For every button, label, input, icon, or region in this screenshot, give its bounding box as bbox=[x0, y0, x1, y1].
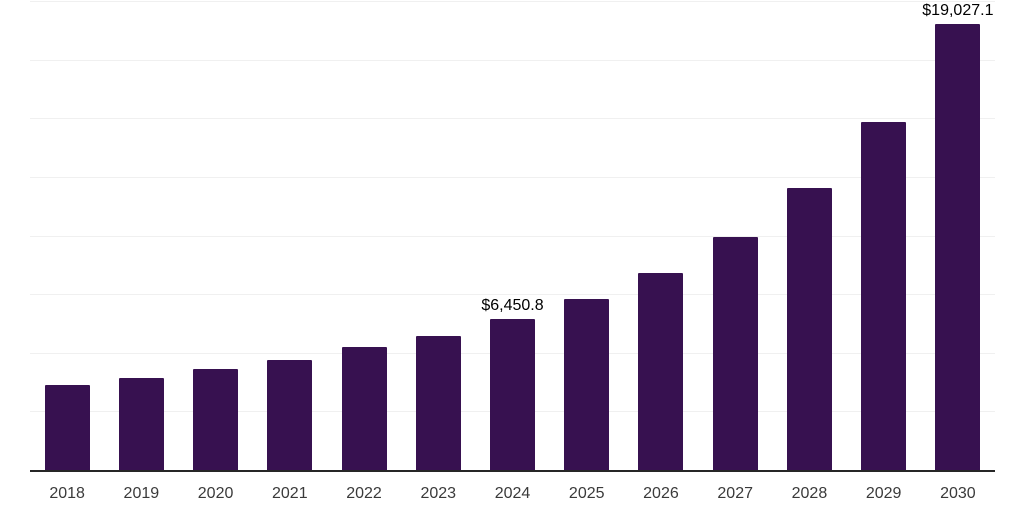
x-axis-label-2018: 2018 bbox=[49, 485, 85, 502]
gridline-7500 bbox=[30, 294, 995, 296]
bar-2019 bbox=[118, 377, 164, 470]
bar-2020 bbox=[193, 368, 239, 470]
x-axis-label-2027: 2027 bbox=[717, 485, 753, 502]
x-axis-label-2029: 2029 bbox=[865, 485, 902, 502]
data-label-2024: $6,450.8 bbox=[481, 296, 544, 314]
bar-2023 bbox=[415, 335, 461, 470]
x-axis-label-2019: 2019 bbox=[123, 485, 160, 502]
x-axis-label-2026: 2026 bbox=[643, 485, 679, 502]
plot-area bbox=[30, 0, 995, 472]
bar-2028 bbox=[786, 188, 832, 470]
gridline-20000 bbox=[30, 1, 995, 2]
bar-2026 bbox=[638, 273, 684, 470]
x-axis-label-2021: 2021 bbox=[272, 485, 308, 502]
data-label-2030: $19,027.1 bbox=[922, 2, 994, 19]
x-axis-line bbox=[30, 470, 995, 472]
x-axis-label-2020: 2020 bbox=[197, 485, 234, 502]
bar-2029 bbox=[861, 121, 907, 470]
bar-2025 bbox=[564, 298, 610, 470]
x-axis-label-2028: 2028 bbox=[791, 485, 828, 502]
x-axis-label-2024: 2024 bbox=[494, 485, 531, 502]
gridline-12500 bbox=[30, 176, 995, 178]
x-axis-label-2022: 2022 bbox=[346, 485, 382, 502]
gridline-15000 bbox=[30, 118, 995, 120]
gridline-17500 bbox=[30, 59, 995, 61]
bar-2021 bbox=[267, 359, 313, 470]
bar-2024 bbox=[490, 318, 535, 470]
bar-2030 bbox=[935, 23, 981, 470]
bar-2027 bbox=[712, 237, 758, 470]
bar-2022 bbox=[341, 346, 387, 470]
gridline-10000 bbox=[30, 235, 995, 237]
bar-2018 bbox=[44, 384, 90, 470]
x-axis-label-2023: 2023 bbox=[420, 485, 457, 502]
x-axis-label-2030: 2030 bbox=[940, 485, 976, 502]
x-axis-label-2025: 2025 bbox=[568, 485, 605, 502]
